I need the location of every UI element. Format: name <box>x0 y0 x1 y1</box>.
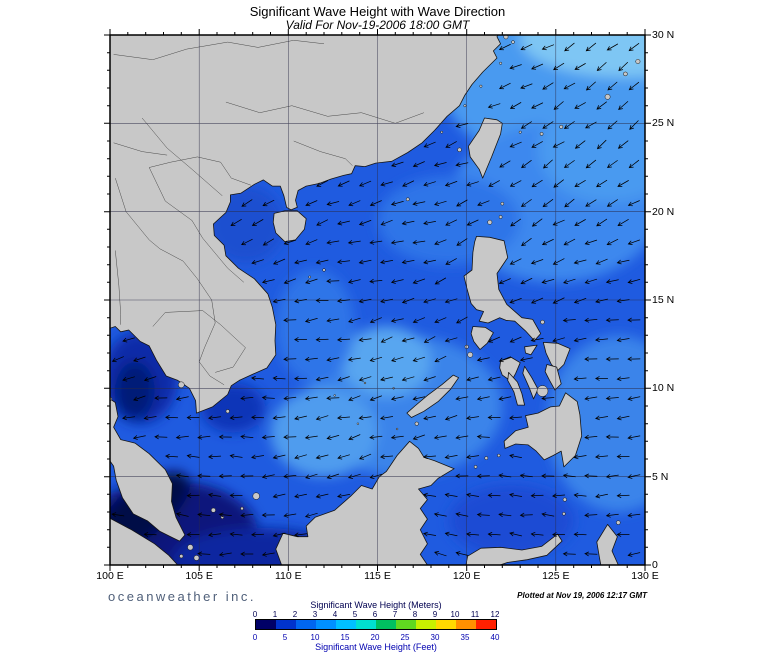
legend-feet-tick: 0 <box>252 633 258 642</box>
legend-color-segment <box>376 620 396 629</box>
legend-feet-tick: 20 <box>370 633 380 642</box>
y-axis-label: 25 N <box>652 117 675 130</box>
legend-meters-tick: 9 <box>432 610 438 619</box>
axis-ticks <box>104 29 651 571</box>
legend-meters-tick: 1 <box>272 610 278 619</box>
legend-meters-title: Significant Wave Height (Meters) <box>310 600 442 610</box>
legend-meters-tick: 3 <box>312 610 318 619</box>
legend-feet-tick: 35 <box>460 633 470 642</box>
y-axis-label: 5 N <box>652 470 669 483</box>
plot-valid-time: Valid For Nov-19-2006 18:00 GMT <box>285 18 470 32</box>
x-axis-label: 110 E <box>274 570 302 582</box>
legend-color-segment <box>456 620 476 629</box>
plot-title: Significant Wave Height with Wave Direct… <box>249 4 506 19</box>
legend-feet-tick: 40 <box>490 633 500 642</box>
legend-meters-tick: 2 <box>292 610 298 619</box>
legend-meters-tick: 12 <box>490 610 500 619</box>
y-axis-label: 15 N <box>652 293 675 306</box>
y-axis-label: 30 N <box>652 29 675 41</box>
x-axis-label: 125 E <box>542 570 570 582</box>
legend-meters-tick: 5 <box>352 610 358 619</box>
legend-color-segment <box>336 620 356 629</box>
oceanweather-logo-text: oceanweather inc. <box>108 589 257 604</box>
legend-meters-tick: 0 <box>252 610 258 619</box>
legend-color-segment <box>396 620 416 629</box>
x-axis-label: 100 E <box>96 570 124 582</box>
legend-meters-tick: 4 <box>332 610 338 619</box>
x-axis-label: 105 E <box>185 570 213 582</box>
legend-feet-tick: 25 <box>400 633 410 642</box>
legend-color-segment <box>316 620 336 629</box>
legend-feet-tick: 15 <box>340 633 350 642</box>
legend-meters-tick: 11 <box>470 610 480 619</box>
map-plot <box>100 25 655 575</box>
legend-meters-tick: 7 <box>392 610 398 619</box>
plotted-timestamp: Plotted at Nov 19, 2006 12:17 GMT <box>517 591 647 600</box>
legend-meters-tick: 8 <box>412 610 418 619</box>
legend-feet-tick: 10 <box>310 633 320 642</box>
x-axis-label: 115 E <box>364 570 391 582</box>
legend-feet-tick: 5 <box>282 633 288 642</box>
legend-color-segment <box>356 620 376 629</box>
legend-color-segment <box>416 620 436 629</box>
wave-direction-arrows <box>111 42 641 557</box>
legend-feet-title: Significant Wave Height (Feet) <box>315 642 437 652</box>
legend-color-segment <box>276 620 296 629</box>
y-axis-label: 20 N <box>652 205 675 218</box>
land-layer <box>110 35 641 565</box>
x-axis-label: 120 E <box>452 570 481 582</box>
legend-color-segment <box>436 620 456 629</box>
legend-color-segment <box>256 620 276 629</box>
legend-meters-tick: 6 <box>372 610 378 619</box>
legend-color-segment <box>476 620 496 629</box>
legend-meters-tick: 10 <box>450 610 460 619</box>
y-axis-label: 10 N <box>652 382 675 395</box>
legend-colorbar <box>255 619 497 630</box>
legend-color-segment <box>296 620 316 629</box>
x-axis-label: 130 E <box>631 570 659 582</box>
legend-feet-tick: 30 <box>430 633 440 642</box>
y-axis-label: 0 <box>652 558 658 571</box>
map-svg <box>104 29 651 571</box>
